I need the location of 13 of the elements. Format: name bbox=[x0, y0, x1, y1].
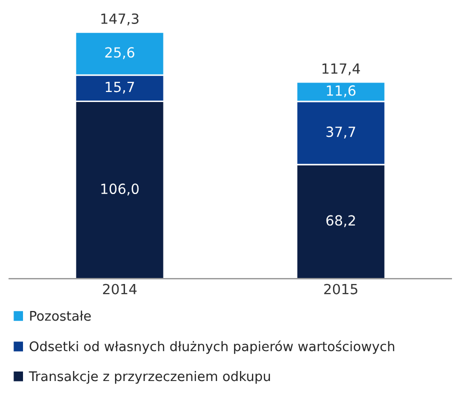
total-label: 147,3 bbox=[101, 13, 138, 26]
data-label: 106,0 bbox=[101, 184, 139, 196]
total-label: 117,4 bbox=[322, 64, 360, 76]
x-tick-label: 2015 bbox=[324, 284, 358, 294]
data-label: 37,7 bbox=[326, 126, 356, 138]
legend-label: Odsetki od własnych dłużnych papierów wartościowych bbox=[30, 340, 394, 354]
data-label: 15,7 bbox=[106, 82, 134, 94]
data-label: 68,2 bbox=[326, 215, 355, 228]
data-label: 11,6 bbox=[326, 85, 356, 98]
legend-label: Pozostałe bbox=[30, 310, 91, 321]
data-label: 25,6 bbox=[105, 47, 134, 60]
x-tick-label: 2014 bbox=[103, 284, 137, 294]
legend-label: Transakcje z przyrzeczeniem odkupu bbox=[28, 370, 270, 384]
